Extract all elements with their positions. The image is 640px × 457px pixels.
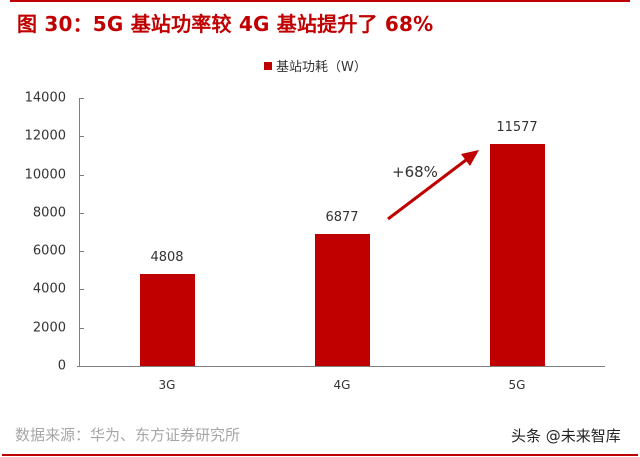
bar-4g — [315, 234, 370, 366]
bar-3g — [140, 274, 195, 366]
y-tick-label: 14000 — [24, 90, 66, 106]
legend-swatch — [264, 61, 272, 70]
growth-arrow-icon — [387, 150, 479, 221]
value-label-3g: 4808 — [150, 250, 184, 265]
y-tick-label: 2000 — [32, 320, 66, 336]
legend-label: 基站功耗（W） — [276, 60, 367, 75]
watermark: 头条 @未来智库 — [511, 427, 621, 445]
y-tick-label: 8000 — [32, 205, 66, 221]
x-tick-label-3g: 3G — [158, 378, 176, 392]
bottom-rule — [2, 454, 638, 456]
x-tick-label-4g: 4G — [333, 378, 351, 392]
legend: 基站功耗（W） — [264, 56, 367, 75]
bar-5g — [490, 144, 545, 366]
top-rule — [10, 0, 630, 2]
x-tick-label-5g: 5G — [508, 378, 526, 392]
chart-title: 图 30：5G 基站功率较 4G 基站提升了 68% — [17, 12, 434, 36]
data-source: 数据来源：华为、东方证券研究所 — [15, 426, 241, 444]
value-label-4g: 6877 — [325, 210, 359, 225]
y-tick-label: 4000 — [32, 281, 66, 297]
growth-annotation: +68% — [392, 163, 438, 181]
y-tick-label: 0 — [57, 358, 66, 374]
y-tick-label: 10000 — [24, 167, 66, 183]
y-tick-label: 6000 — [32, 243, 66, 259]
value-label-5g: 11577 — [496, 120, 538, 135]
y-tick-label: 12000 — [24, 128, 66, 144]
y-tick-marks — [79, 98, 84, 329]
